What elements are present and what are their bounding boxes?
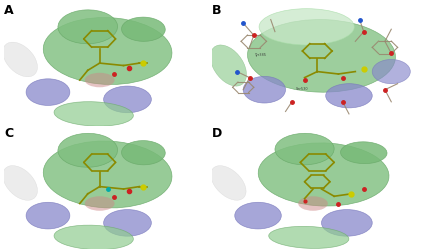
Text: Ser530: Ser530 xyxy=(296,87,309,91)
Ellipse shape xyxy=(258,143,389,206)
Ellipse shape xyxy=(243,76,286,103)
Ellipse shape xyxy=(26,79,70,105)
Ellipse shape xyxy=(3,42,38,77)
Ellipse shape xyxy=(298,196,328,211)
Ellipse shape xyxy=(26,202,70,229)
Ellipse shape xyxy=(3,166,38,200)
Text: C: C xyxy=(4,127,14,140)
Text: Tyr385: Tyr385 xyxy=(254,53,266,57)
Ellipse shape xyxy=(259,9,354,45)
Ellipse shape xyxy=(247,19,396,92)
Ellipse shape xyxy=(372,59,410,84)
Text: A: A xyxy=(4,4,14,17)
Ellipse shape xyxy=(85,196,115,211)
Ellipse shape xyxy=(341,142,387,164)
Ellipse shape xyxy=(121,141,165,165)
Ellipse shape xyxy=(321,210,372,236)
Ellipse shape xyxy=(121,17,165,41)
Ellipse shape xyxy=(211,166,246,200)
Ellipse shape xyxy=(58,133,118,167)
Ellipse shape xyxy=(275,133,334,165)
Ellipse shape xyxy=(104,210,151,236)
Ellipse shape xyxy=(85,73,115,87)
Text: D: D xyxy=(212,127,222,140)
Ellipse shape xyxy=(43,18,172,84)
Ellipse shape xyxy=(269,226,349,248)
Ellipse shape xyxy=(54,225,133,250)
Ellipse shape xyxy=(235,202,281,229)
Ellipse shape xyxy=(43,141,172,208)
Ellipse shape xyxy=(326,84,372,108)
Text: B: B xyxy=(212,4,221,17)
Ellipse shape xyxy=(54,102,133,126)
Ellipse shape xyxy=(104,86,151,113)
Ellipse shape xyxy=(210,45,247,86)
Ellipse shape xyxy=(58,10,118,44)
